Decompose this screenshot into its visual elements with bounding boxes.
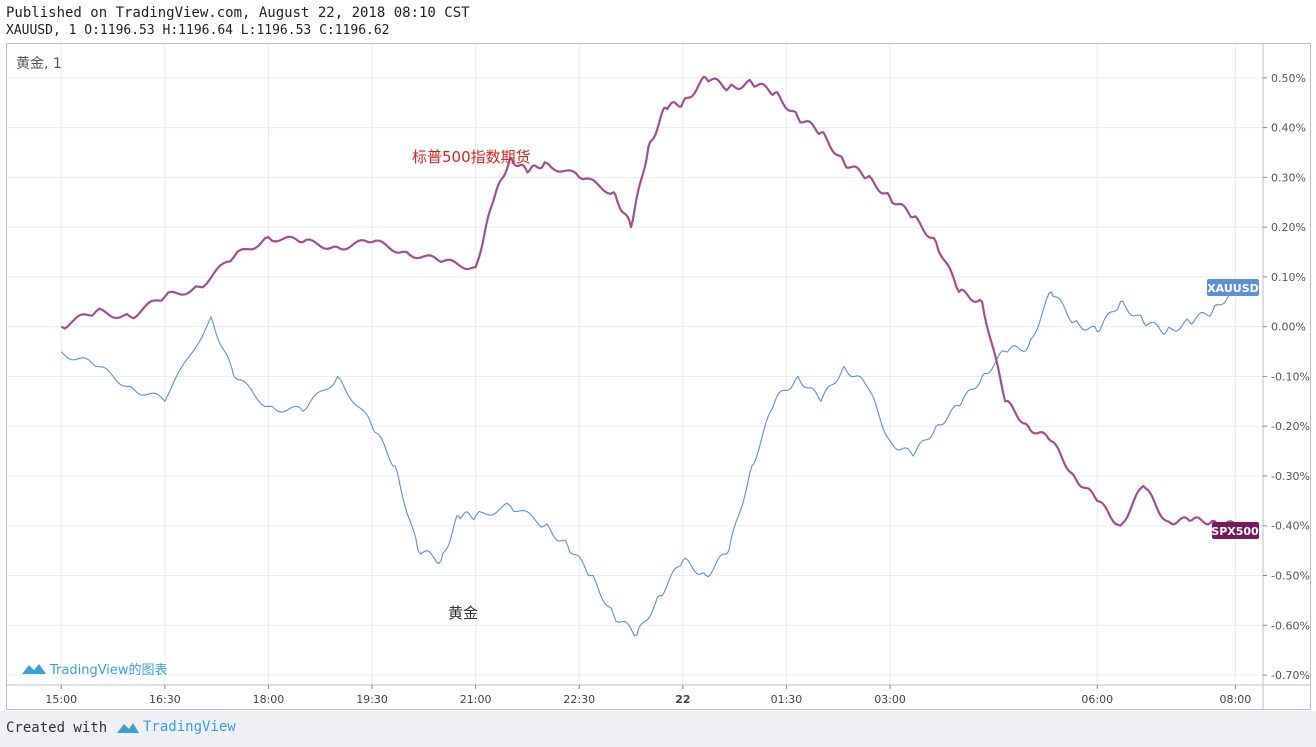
y-tick-label: 0.20% xyxy=(1271,221,1306,234)
y-tick-label: -0.20% xyxy=(1271,420,1310,433)
x-tick-label: 18:00 xyxy=(253,693,285,706)
x-tick-label: 01:30 xyxy=(771,693,803,706)
y-axis: 0.50% 0.40% 0.30% 0.20% 0.10% 0.00% -0.10% -0.2… xyxy=(1262,43,1310,710)
x-tick-label: 22 xyxy=(675,693,690,706)
y-tick-label: 0.00% xyxy=(1271,321,1306,334)
x-tick-label: 03:00 xyxy=(874,693,906,706)
x-tick-label: 21:00 xyxy=(460,693,492,706)
x-tick-label: 16:30 xyxy=(149,693,181,706)
chart-header: Published on TradingView.com, August 22,… xyxy=(6,4,470,40)
y-tick-label: -0.40% xyxy=(1271,520,1310,533)
gold-annotation: 黄金 xyxy=(448,604,478,622)
tradingview-brand-link[interactable]: TradingView xyxy=(117,719,236,735)
watermark-text: TradingView的图表 xyxy=(49,662,168,678)
y-tick-label: 0.50% xyxy=(1271,72,1306,85)
grid-lines xyxy=(6,43,1263,685)
xauusd-label-text: XAUUSD xyxy=(1207,282,1259,295)
brand-text: TradingView xyxy=(143,719,236,735)
y-tick-label: 0.30% xyxy=(1271,171,1306,184)
x-axis: 15:00 16:30 18:00 19:30 21:00 22:30 22 01:30 03:… xyxy=(6,684,1311,706)
tradingview-icon xyxy=(117,723,139,733)
y-tick-label: -0.60% xyxy=(1271,619,1310,632)
x-tick-label: 19:30 xyxy=(356,693,388,706)
x-tick-label: 06:00 xyxy=(1081,693,1113,706)
y-tick-label: 0.10% xyxy=(1271,271,1306,284)
y-tick-label: -0.10% xyxy=(1271,370,1310,383)
xauusd-price-label: XAUUSD xyxy=(1207,279,1259,296)
pane-legend: 黄金, 1 xyxy=(16,55,62,72)
series-layer xyxy=(60,75,1237,637)
spx500-label-text: SPX500 xyxy=(1211,525,1259,538)
published-line: Published on TradingView.com, August 22,… xyxy=(6,5,470,21)
price-chart[interactable]: 0.50% 0.40% 0.30% 0.20% 0.10% 0.00% -0.10% -0.2… xyxy=(6,43,1311,710)
y-tick-label: 0.40% xyxy=(1271,122,1306,135)
ohlc-line: XAUUSD, 1 O:1196.53 H:1196.64 L:1196.53 … xyxy=(6,23,390,38)
spx500-price-label: SPX500 xyxy=(1211,522,1259,539)
tradingview-logo-icon xyxy=(22,664,46,674)
footer-bar: Created with TradingView xyxy=(0,711,1316,747)
y-tick-label: -0.30% xyxy=(1271,470,1310,483)
watermark: TradingView的图表 xyxy=(22,662,168,678)
created-with-text: Created with xyxy=(6,720,108,736)
spx-annotation: 标普500指数期货 xyxy=(412,148,531,166)
y-tick-label: -0.50% xyxy=(1271,570,1310,583)
x-tick-label: 22:30 xyxy=(563,693,595,706)
y-tick-label: -0.70% xyxy=(1271,669,1310,682)
plot-border xyxy=(6,43,1311,710)
x-tick-label: 15:00 xyxy=(45,693,77,706)
x-tick-label: 08:00 xyxy=(1220,693,1252,706)
